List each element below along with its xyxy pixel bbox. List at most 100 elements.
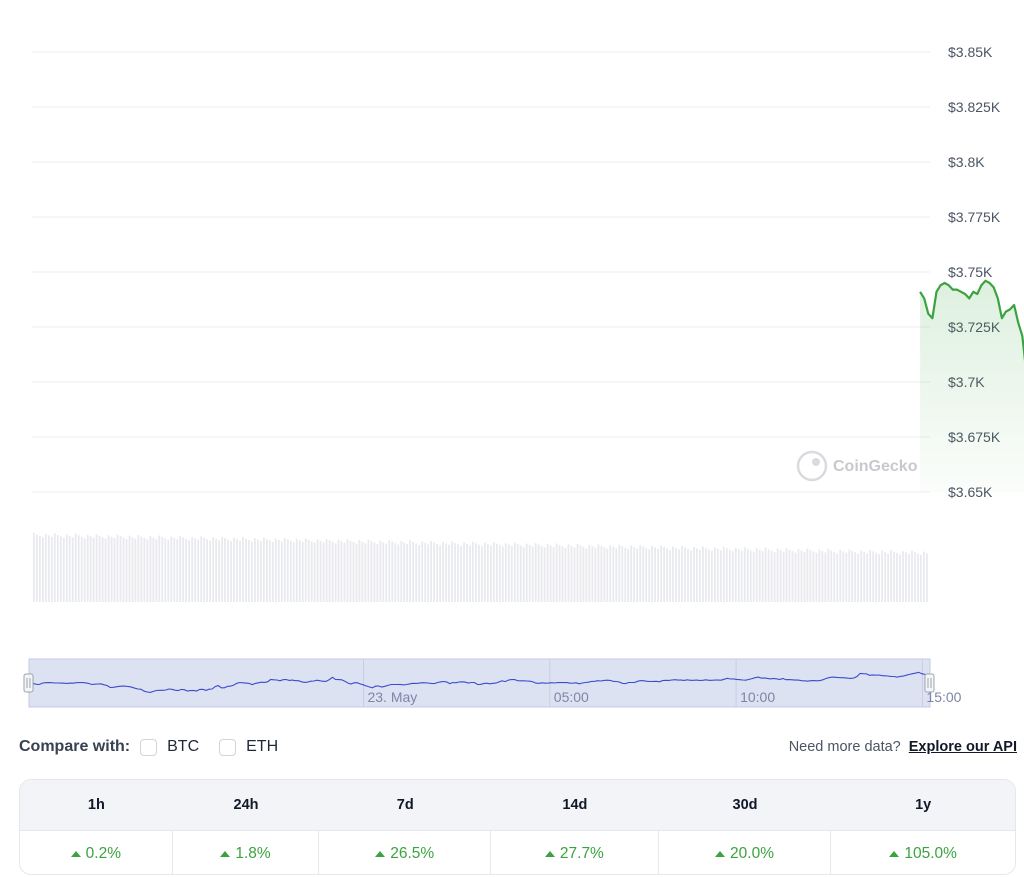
volume-bar (848, 549, 851, 602)
volume-bar (215, 538, 217, 602)
y-tick-label: $3.85K (948, 44, 993, 60)
volume-bar (669, 550, 671, 602)
volume-bar (911, 550, 913, 602)
volume-bar (654, 547, 656, 602)
volume-bar (289, 541, 292, 602)
volume-bar (495, 543, 498, 602)
volume-bar (839, 549, 842, 602)
btc-checkbox[interactable] (140, 738, 158, 756)
compare-eth-option[interactable]: ETH (219, 738, 278, 756)
volume-bar (878, 554, 880, 602)
volume-bar (346, 539, 349, 602)
volume-bar (657, 549, 659, 602)
navigator-left-handle[interactable] (23, 673, 34, 693)
volume-bar (301, 541, 304, 602)
volume-bar (591, 546, 594, 602)
volume-bar (884, 552, 886, 602)
volume-bar (678, 549, 680, 602)
volume-bar (155, 539, 158, 602)
volume-bar (206, 539, 208, 602)
volume-bar (905, 552, 907, 602)
triangle-up-icon (889, 851, 900, 857)
volume-bar (621, 546, 624, 602)
volume-bar (516, 544, 519, 602)
volume-bar (588, 544, 591, 602)
volume-bar (176, 539, 179, 602)
volume-bar (424, 543, 427, 602)
volume-bar (98, 535, 101, 602)
volume-bar (749, 550, 752, 602)
volume-bar (693, 547, 695, 602)
explore-api-link[interactable]: Explore our API (908, 739, 1017, 755)
change-1y: 105.0% (831, 831, 1015, 874)
volume-bar (218, 540, 220, 602)
volume-bar (373, 542, 376, 602)
coingecko-watermark: CoinGecko (796, 450, 918, 482)
volume-bar (908, 554, 910, 602)
volume-bar (711, 550, 713, 602)
volume-bar (651, 546, 653, 602)
compare-btc-option[interactable]: BTC (140, 738, 199, 756)
volume-bar (812, 551, 815, 602)
volume-bar (212, 537, 214, 602)
volume-bar (887, 553, 889, 602)
volume-bar (818, 549, 821, 602)
volume-bar (570, 545, 573, 602)
volume-bar (257, 539, 259, 602)
volume-bar (600, 545, 603, 602)
volume-bar (510, 546, 513, 602)
volume-bar (44, 533, 47, 602)
volume-bar (836, 553, 839, 602)
volume-bar (484, 542, 486, 602)
volume-bar (603, 547, 606, 602)
navigator-right-handle[interactable] (924, 673, 935, 693)
volume-bar (319, 540, 322, 602)
y-tick-label: $3.825K (948, 99, 1001, 115)
volume-bar (185, 538, 188, 602)
volume-bar (263, 537, 265, 602)
volume-bar (522, 547, 525, 602)
volume-bar (821, 550, 824, 602)
volume-bar (439, 545, 441, 602)
volume-bar (463, 542, 465, 602)
volume-bar (893, 551, 895, 602)
volume-bar (702, 546, 704, 602)
compare-row: Compare with: BTC ETH Need more data? Ex… (19, 734, 1017, 760)
volume-bar (164, 538, 167, 602)
range-navigator[interactable]: 23. May 05:00 10:00 15:00 (23, 658, 962, 708)
volume-bar (161, 537, 164, 602)
eth-checkbox[interactable] (219, 738, 237, 756)
volume-bar (917, 553, 919, 602)
volume-bar (53, 533, 56, 602)
volume-bar (113, 538, 116, 602)
volume-bar (612, 546, 615, 602)
volume-bar (33, 533, 35, 602)
navigator-selection[interactable] (28, 658, 931, 708)
brand-name: CoinGecko (833, 458, 918, 475)
volume-bar (325, 538, 328, 602)
volume-bar (926, 553, 928, 602)
volume-bar (445, 543, 447, 602)
volume-bar (418, 544, 421, 602)
volume-bar (800, 550, 803, 602)
volume-bar (391, 541, 394, 602)
volume-bar (286, 539, 289, 602)
volume-bar (672, 546, 674, 602)
volume-bar (767, 549, 770, 602)
volume-bar (755, 548, 758, 602)
triangle-up-icon (70, 851, 81, 857)
volume-bar (167, 539, 170, 602)
volume-bar (639, 545, 642, 602)
volume-bar (442, 541, 444, 602)
volume-bar (92, 537, 95, 602)
triangle-up-icon (544, 851, 555, 857)
volume-bar (699, 549, 701, 602)
change-7d: 26.5% (319, 831, 492, 874)
volume-bar (546, 544, 549, 602)
volume-bar (719, 550, 722, 602)
volume-bar (352, 542, 355, 602)
volume-bars (33, 533, 928, 602)
volume-bar (227, 539, 229, 602)
volume-bar (307, 539, 310, 602)
volume-bar (618, 544, 621, 602)
